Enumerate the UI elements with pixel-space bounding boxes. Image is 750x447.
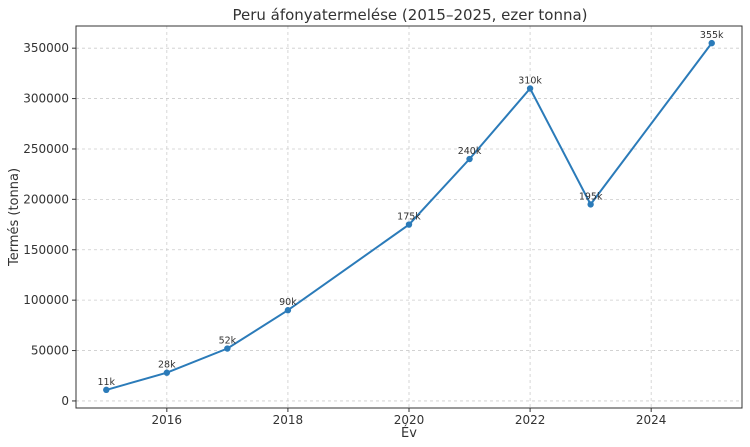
data-point xyxy=(405,221,413,228)
data-point xyxy=(526,85,534,92)
data-point xyxy=(708,39,715,47)
x-axis-label: Év xyxy=(401,425,417,441)
y-tick-label: 100000 xyxy=(23,293,69,307)
y-axis-label: Termés (tonna) xyxy=(7,168,22,267)
data-label: 355k xyxy=(700,30,724,41)
x-tick-label: 2016 xyxy=(152,413,183,427)
y-tick-label: 250000 xyxy=(23,142,69,156)
y-tick-label: 150000 xyxy=(23,243,69,257)
data-label: 310k xyxy=(518,75,542,86)
data-label: 240k xyxy=(458,146,482,157)
chart-title: Peru áfonyatermelése (2015–2025, ezer to… xyxy=(232,6,587,24)
data-point xyxy=(284,307,292,314)
x-tick-label: 2024 xyxy=(636,413,667,427)
x-tick-label: 2022 xyxy=(515,413,546,427)
data-label: 52k xyxy=(219,336,237,347)
x-tick-label: 2020 xyxy=(394,413,425,427)
y-tick-label: 0 xyxy=(61,394,69,408)
data-label: 28k xyxy=(158,360,176,371)
y-tick-label: 200000 xyxy=(23,192,69,206)
y-tick-label: 300000 xyxy=(23,92,69,106)
data-point xyxy=(587,201,594,208)
data-label: 11k xyxy=(97,377,115,388)
data-point xyxy=(163,369,171,376)
data-point xyxy=(466,155,473,163)
data-label: 195k xyxy=(579,191,603,202)
data-point xyxy=(103,386,110,394)
points-layer: 11k 28k 52k 90k 175k 240k 310k 195k 355k xyxy=(97,30,724,394)
data-label: 90k xyxy=(279,297,297,308)
ticks-layer: 2016 2018 2020 2022 2024 0 50000 100000 150000 20… xyxy=(23,41,666,427)
data-point xyxy=(224,345,231,352)
data-label: 175k xyxy=(397,212,421,223)
y-tick-label: 50000 xyxy=(31,344,69,358)
x-tick-label: 2018 xyxy=(273,413,304,427)
grid-layer xyxy=(76,26,742,408)
y-tick-label: 350000 xyxy=(23,41,69,55)
